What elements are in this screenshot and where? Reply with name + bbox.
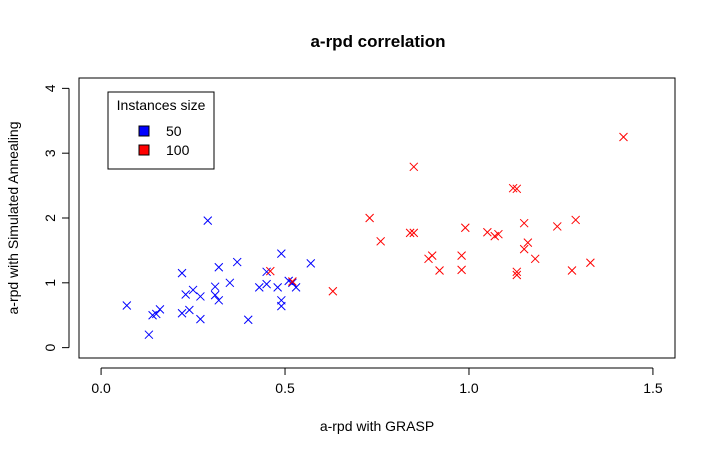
x-axis-label: a-rpd with GRASP — [320, 418, 434, 434]
data-point-series-50 — [306, 259, 316, 268]
data-point-series-50 — [214, 262, 224, 272]
data-point-series-100 — [328, 286, 338, 296]
x-tick-label: 0.0 — [91, 380, 111, 396]
data-point-series-100 — [523, 238, 533, 247]
data-point-series-100 — [427, 251, 437, 260]
data-point-series-100 — [619, 132, 628, 142]
data-point-series-50 — [273, 282, 283, 292]
data-point-series-100 — [409, 228, 419, 238]
data-point-series-100 — [409, 162, 419, 172]
data-point-series-100 — [457, 251, 466, 260]
data-point-series-50 — [196, 314, 205, 324]
data-point-series-100 — [552, 222, 562, 231]
data-point-series-100 — [494, 229, 503, 239]
y-tick-label: 4 — [42, 84, 58, 92]
y-tick-label: 3 — [42, 149, 58, 157]
data-point-series-100 — [365, 213, 374, 223]
data-points — [122, 132, 628, 340]
data-point-series-50 — [225, 278, 235, 288]
data-point-series-100 — [508, 183, 518, 193]
data-point-series-100 — [405, 228, 415, 238]
y-tick-label: 0 — [42, 344, 58, 352]
data-point-series-100 — [265, 266, 275, 276]
data-point-series-50 — [185, 305, 194, 315]
data-point-series-100 — [567, 266, 577, 275]
data-point-series-100 — [457, 265, 466, 275]
legend-title: Instances size — [117, 97, 206, 113]
data-point-series-50 — [122, 301, 132, 310]
data-point-series-100 — [530, 254, 540, 264]
data-point-series-100 — [519, 218, 529, 228]
data-point-series-50 — [214, 295, 224, 305]
data-point-series-50 — [243, 315, 253, 325]
y-tick-label: 1 — [42, 279, 58, 287]
x-tick-label: 0.5 — [275, 380, 295, 396]
y-axis: 0 1 2 3 4 — [42, 84, 70, 352]
data-point-series-50 — [203, 216, 213, 225]
data-point-series-100 — [571, 215, 581, 225]
data-point-series-50 — [181, 290, 191, 299]
plot-frame — [78, 77, 676, 359]
legend-label: 100 — [166, 142, 190, 158]
legend-label: 50 — [166, 123, 182, 139]
data-point-series-50 — [177, 268, 187, 278]
data-point-series-50 — [196, 292, 205, 301]
data-point-series-50 — [288, 278, 297, 288]
data-point-series-100 — [586, 258, 595, 268]
x-tick-label: 1.0 — [459, 380, 479, 396]
data-point-series-50 — [210, 290, 220, 300]
data-point-series-100 — [512, 184, 522, 194]
data-point-series-50 — [291, 282, 301, 292]
data-point-series-100 — [288, 277, 297, 286]
data-point-series-100 — [512, 267, 522, 277]
legend-swatch — [138, 125, 150, 137]
data-point-series-50 — [177, 308, 187, 318]
data-point-series-50 — [262, 267, 271, 277]
data-point-series-100 — [376, 236, 386, 246]
data-point-series-50 — [276, 301, 286, 311]
chart-title: a-rpd correlation — [310, 32, 445, 51]
data-point-series-50 — [262, 279, 271, 289]
data-point-series-100 — [483, 227, 492, 237]
data-point-series-50 — [276, 249, 286, 259]
data-point-series-100 — [460, 223, 470, 233]
data-point-series-50 — [188, 285, 198, 295]
x-tick-label: 1.5 — [643, 380, 663, 396]
data-point-series-50 — [210, 282, 220, 292]
legend-swatch — [138, 144, 150, 156]
legend-box — [107, 91, 215, 170]
data-point-series-100 — [512, 270, 522, 280]
data-point-series-50 — [155, 305, 165, 314]
data-point-series-100 — [435, 266, 444, 275]
data-point-series-50 — [151, 309, 161, 319]
y-tick-label: 2 — [42, 214, 58, 222]
data-point-series-50 — [254, 282, 264, 292]
data-point-series-100 — [519, 244, 529, 254]
data-point-series-50 — [232, 257, 242, 267]
x-axis: 0.0 0.5 1.0 1.5 — [91, 367, 663, 396]
y-axis-label: a-rpd with Simulated Annealing — [5, 121, 21, 314]
data-point-series-50 — [144, 330, 154, 340]
